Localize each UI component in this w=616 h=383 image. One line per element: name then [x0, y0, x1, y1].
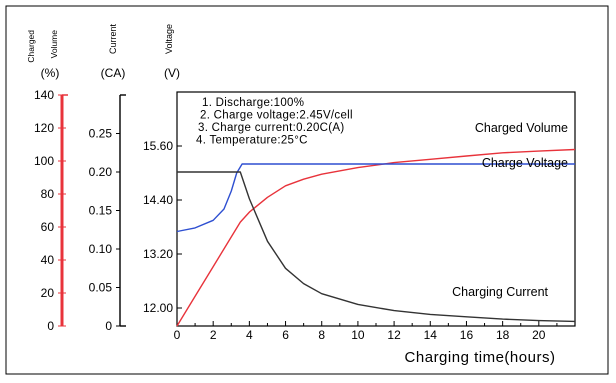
- x-tick-label-20: 20: [532, 328, 546, 342]
- condition-line-3: 3. Charge current:0.20C(A): [198, 122, 345, 134]
- x-tick-label-12: 12: [387, 328, 401, 342]
- series-line-charging-current: [177, 171, 576, 323]
- series-group: [176, 148, 576, 327]
- x-tick-label-4: 4: [246, 328, 253, 342]
- charged-volume-tick-label-60: 60: [41, 220, 55, 234]
- condition-line-1: 1. Discharge:100%: [202, 97, 304, 109]
- x-tick-label-8: 8: [318, 328, 325, 342]
- charged-volume-tick-label-80: 80: [41, 187, 55, 201]
- charged-volume-tick-label-40: 40: [41, 253, 55, 267]
- voltage-tick-label-14.40: 14.40: [143, 193, 173, 207]
- voltage-tick-label-12.00: 12.00: [143, 301, 173, 315]
- series-line-charge-voltage: [176, 163, 575, 233]
- current-tick-label-0.25: 0.25: [89, 127, 113, 141]
- current-axis-header: Current: [108, 23, 118, 54]
- outer-frame: [5, 5, 609, 375]
- voltage-unit: (V): [164, 66, 180, 80]
- volume-axis-header: Volume: [49, 30, 59, 59]
- axes-group: 0 2 4 6 8 10 12 14 16 18 20 0 20 40 60 80 100 120 140 0 0.05…: [34, 88, 558, 342]
- x-tick-label-10: 10: [351, 328, 365, 342]
- x-tick-label-6: 6: [282, 328, 289, 342]
- charged-axis-header: Charged: [26, 30, 36, 63]
- current-unit: (CA): [101, 66, 126, 80]
- conditions-block: 1. Discharge:100%2. Charge voltage:2.45V…: [196, 97, 353, 147]
- series-label-charged-volume: Charged Volume: [475, 121, 568, 135]
- x-tick-label-18: 18: [496, 328, 510, 342]
- series-label-charging-current: Charging Current: [452, 285, 548, 299]
- charged-volume-unit: (%): [41, 66, 60, 80]
- current-tick-label-0.15: 0.15: [89, 204, 113, 218]
- x-tick-label-0: 0: [174, 328, 181, 342]
- condition-line-4: 4. Temperature:25°C: [196, 135, 308, 147]
- charged-volume-tick-label-140: 140: [34, 88, 54, 102]
- voltage-tick-label-13.20: 13.20: [143, 247, 173, 261]
- charged-volume-tick-label-120: 120: [34, 121, 54, 135]
- x-tick-label-14: 14: [424, 328, 438, 342]
- current-tick-label-0: 0: [105, 319, 112, 333]
- current-tick-label-0.05: 0.05: [89, 281, 113, 295]
- voltage-axis-header: Voltage: [164, 24, 174, 54]
- x-tick-label-2: 2: [210, 328, 217, 342]
- charged-volume-tick-label-20: 20: [41, 286, 55, 300]
- series-line-charged-volume: [176, 148, 576, 327]
- x-tick-label-16: 16: [460, 328, 474, 342]
- series-label-charge-voltage: Charge Voltage: [482, 156, 568, 170]
- current-tick-label-0.10: 0.10: [89, 242, 113, 256]
- x-axis-label: Charging time(hours): [405, 349, 556, 366]
- current-tick-label-0.20: 0.20: [89, 165, 113, 179]
- charged-volume-tick-label-100: 100: [34, 154, 54, 168]
- voltage-tick-label-15.60: 15.60: [143, 139, 173, 153]
- condition-line-2: 2. Charge voltage:2.45V/cell: [200, 110, 353, 122]
- charged-volume-tick-label-0: 0: [47, 319, 54, 333]
